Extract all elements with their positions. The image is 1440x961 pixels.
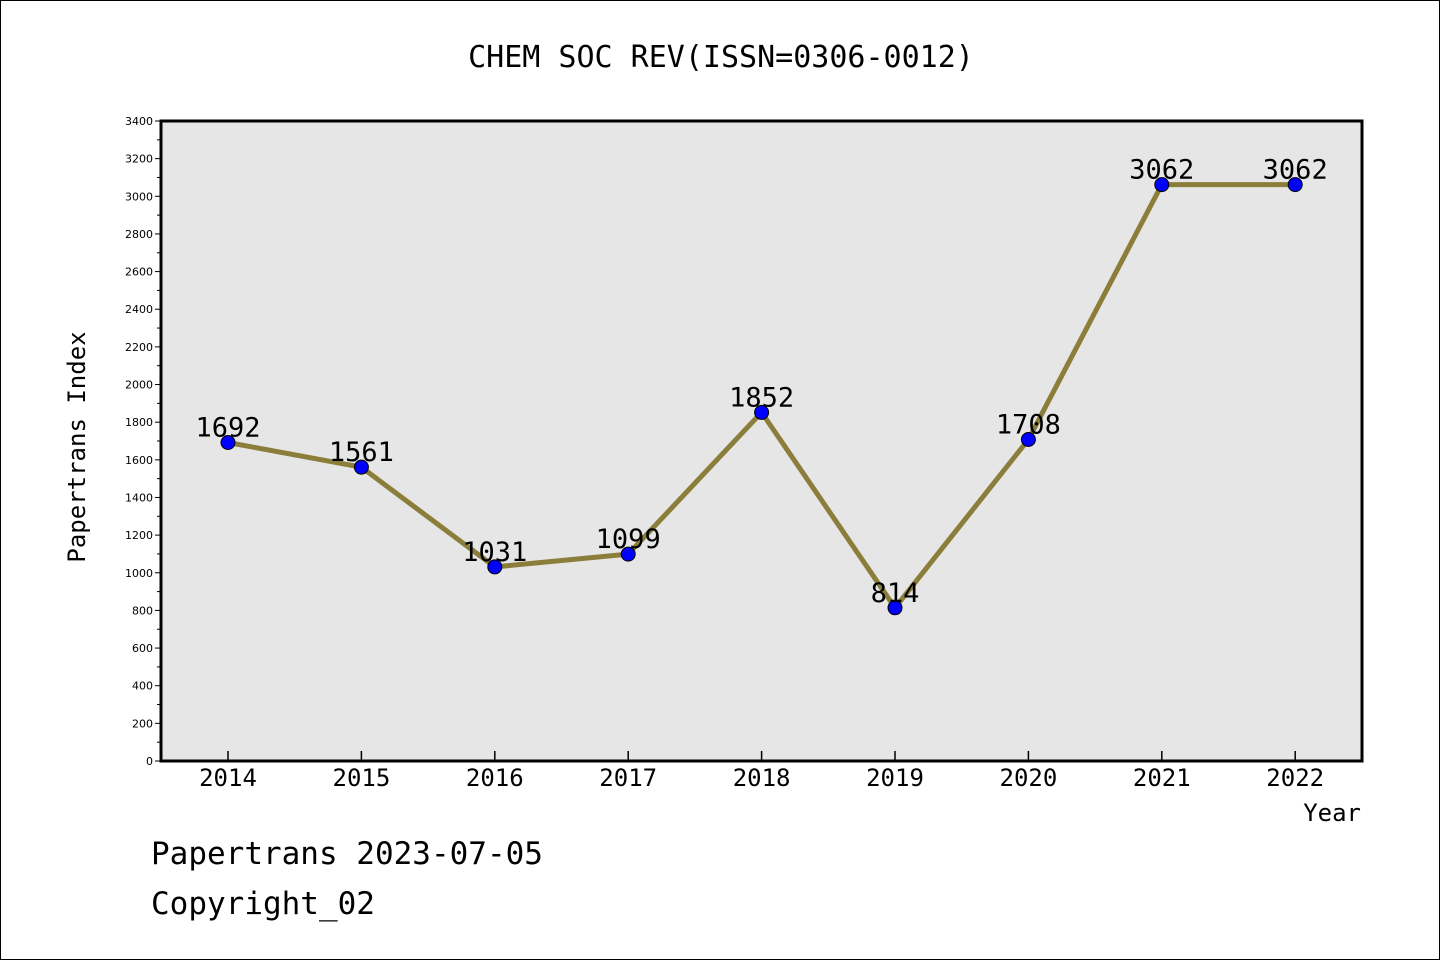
y-axis-label: Papertrans Index [63,331,91,562]
data-label: 1852 [729,382,794,413]
x-tick-label: 2022 [1266,764,1324,792]
footer-copyright: Copyright_02 [151,886,375,922]
y-tick-label: 1400 [125,491,153,504]
data-point [754,404,770,420]
y-tick-label: 400 [132,680,153,693]
data-label: 1708 [996,409,1061,440]
data-point [220,435,236,451]
y-tick-label: 600 [132,642,153,655]
data-label: 1692 [195,413,260,444]
x-tick-label: 2015 [333,764,391,792]
data-label: 1099 [596,524,661,555]
y-tick-label: 2800 [125,228,153,241]
y-tick-label: 2200 [125,341,153,354]
data-point [353,459,369,475]
y-tick-label: 0 [146,755,153,768]
data-label: 1561 [329,437,394,468]
y-tick-label: 3200 [125,153,153,166]
data-point [620,546,636,562]
data-point [887,600,903,616]
data-label: 3062 [1129,155,1194,186]
y-tick-label: 1800 [125,416,153,429]
data-point [1154,177,1170,193]
y-tick-label: 800 [132,604,153,617]
footer-date: Papertrans 2023-07-05 [151,836,543,872]
y-tick-label: 2400 [125,303,153,316]
x-tick-label: 2021 [1133,764,1191,792]
y-tick-label: 3400 [125,115,153,128]
x-tick-label: 2017 [599,764,657,792]
x-axis-label: Year [1303,799,1361,827]
data-label: 1031 [462,537,527,568]
y-tick-label: 3000 [125,190,153,203]
x-tick-label: 2019 [866,764,924,792]
y-tick-label: 1600 [125,454,153,467]
x-tick-label: 2014 [199,764,257,792]
chart-title: CHEM SOC REV(ISSN=0306-0012) [468,40,974,75]
y-tick-label: 1000 [125,567,153,580]
x-tick-label: 2020 [1000,764,1058,792]
plot-area: 0 200 400 600 800 1000 1200 1400 1600 1800 2000 220… [125,115,1364,792]
x-tick-label: 2018 [733,764,791,792]
y-tick-label: 200 [132,717,153,730]
plot-background [161,121,1362,761]
y-tick-label: 1200 [125,529,153,542]
x-tick-label: 2016 [466,764,524,792]
data-point [487,559,503,575]
data-point [1020,431,1036,447]
data-point [1287,177,1303,193]
y-tick-label: 2000 [125,379,153,392]
y-tick-label: 2600 [125,266,153,279]
data-label: 3062 [1263,155,1328,186]
data-label: 814 [871,578,920,609]
